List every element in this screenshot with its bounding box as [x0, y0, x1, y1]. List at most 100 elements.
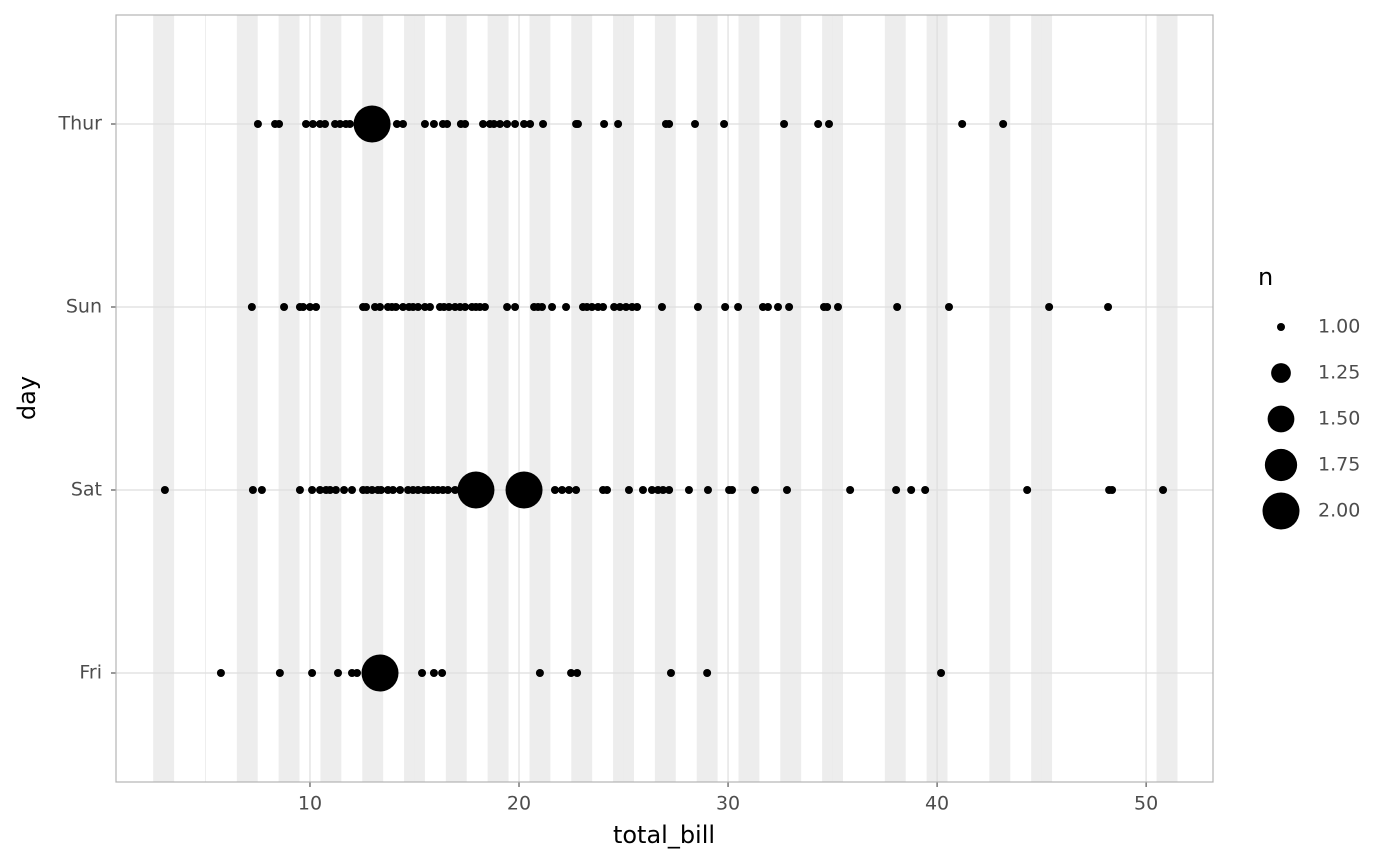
point [944, 303, 953, 311]
point [846, 486, 855, 494]
legend-title: n [1258, 263, 1273, 291]
point [489, 120, 498, 128]
legend-label: 1.75 [1318, 454, 1360, 476]
point [624, 486, 633, 494]
point [312, 303, 321, 311]
legend-key [1271, 363, 1291, 383]
point [657, 303, 666, 311]
point [728, 486, 737, 494]
point [503, 303, 512, 311]
point [823, 303, 832, 311]
point [399, 120, 408, 128]
legend-key [1262, 492, 1300, 530]
stripe [278, 15, 300, 782]
point [368, 486, 377, 494]
point [638, 486, 647, 494]
point [564, 486, 573, 494]
point [321, 120, 330, 128]
point [573, 669, 582, 677]
point [567, 669, 576, 677]
point [734, 303, 743, 311]
point [345, 120, 354, 128]
point [396, 486, 405, 494]
point [548, 303, 557, 311]
point [659, 486, 668, 494]
stripe [780, 15, 802, 782]
y-tick-label: Fri [79, 662, 102, 684]
point [443, 120, 452, 128]
point [721, 303, 730, 311]
point [511, 303, 520, 311]
point [691, 120, 700, 128]
point [539, 120, 548, 128]
point [414, 303, 423, 311]
point [377, 486, 386, 494]
point [299, 303, 308, 311]
point [253, 120, 262, 128]
point [538, 303, 547, 311]
x-tick-label: 20 [507, 793, 531, 815]
point [550, 486, 559, 494]
point [495, 120, 504, 128]
legend-key [1267, 405, 1295, 433]
point [503, 120, 512, 128]
point [485, 486, 494, 494]
stripe [236, 15, 258, 782]
point [814, 120, 823, 128]
legend-label: 2.00 [1318, 500, 1360, 522]
stripe [445, 15, 467, 782]
point [892, 486, 901, 494]
point [326, 486, 335, 494]
point [599, 303, 608, 311]
point [438, 669, 447, 677]
point [340, 486, 349, 494]
point [275, 120, 284, 128]
point [316, 486, 325, 494]
point [305, 303, 314, 311]
stripe [529, 15, 551, 782]
point [336, 120, 345, 128]
point [526, 120, 535, 128]
point [535, 669, 544, 677]
point [665, 120, 674, 128]
point [666, 669, 675, 677]
point [511, 120, 520, 128]
point [480, 303, 489, 311]
stripe [153, 15, 175, 782]
point [703, 486, 712, 494]
x-tick-label: 10 [298, 793, 322, 815]
point [751, 486, 760, 494]
panel-border [115, 14, 1214, 783]
point [308, 486, 317, 494]
x-axis-title: total_bill [613, 821, 715, 849]
point [958, 120, 967, 128]
point [1108, 486, 1117, 494]
point [782, 486, 791, 494]
point [780, 120, 789, 128]
y-tick-label: Sun [66, 296, 102, 318]
point [587, 303, 596, 311]
point [600, 120, 609, 128]
point [361, 654, 399, 692]
point [693, 303, 702, 311]
point [399, 303, 408, 311]
point [703, 669, 712, 677]
point [376, 303, 385, 311]
point [684, 486, 693, 494]
y-tick-label: Thur [57, 113, 102, 135]
y-axis-title: day [13, 376, 41, 420]
point [353, 669, 362, 677]
legend-label: 1.25 [1318, 362, 1360, 384]
point [505, 471, 543, 509]
point [420, 120, 429, 128]
point [633, 303, 642, 311]
point [720, 120, 729, 128]
point [999, 120, 1008, 128]
point [622, 303, 631, 311]
stripe [1156, 15, 1178, 782]
point [825, 120, 834, 128]
point [275, 669, 284, 677]
point [429, 669, 438, 677]
point [418, 669, 427, 677]
